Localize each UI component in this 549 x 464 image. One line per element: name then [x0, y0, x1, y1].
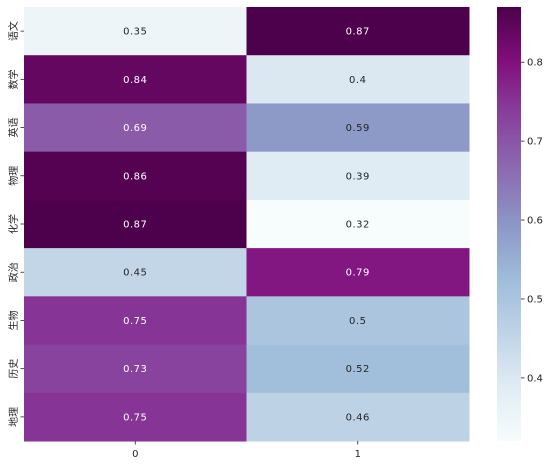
cell-value-label: 0.52 [346, 364, 370, 375]
cell-value-label: 0.5 [349, 316, 366, 327]
colorbar-tick-label: 0.6 [527, 216, 543, 227]
cell-value-label: 0.79 [346, 268, 370, 279]
y-tick-label: 物理 [7, 166, 20, 186]
cell-value-label: 0.75 [123, 316, 147, 327]
colorbar-tick-label: 0.7 [527, 137, 543, 148]
heatmap-cell [24, 199, 247, 249]
heatmap-cell [246, 392, 470, 442]
heatmap-cell [24, 151, 247, 201]
heatmap-cell [24, 344, 247, 394]
heatmap-cell [246, 151, 470, 201]
heatmap-cell [246, 296, 470, 346]
x-tick-label: 1 [355, 449, 361, 460]
x-tick-label: 0 [132, 449, 138, 460]
heatmap-cell [24, 103, 247, 153]
cell-value-label: 0.84 [123, 75, 147, 86]
heatmap-cell [246, 344, 470, 394]
heatmap-cell [246, 55, 470, 104]
cell-value-label: 0.87 [346, 27, 370, 38]
cell-value-label: 0.73 [123, 364, 147, 375]
heatmap-cell [24, 248, 247, 297]
y-tick-label: 语文 [7, 21, 20, 41]
y-tick-label: 政治 [7, 262, 20, 282]
y-tick-label: 历史 [8, 359, 20, 379]
cell-value-label: 0.59 [346, 123, 370, 134]
heatmap-cells: 0.35 0.87 0.84 0.4 0.69 0.59 0.86 0.39 0.87 0.32 0… [24, 7, 470, 442]
colorbar-tick-label: 0.5 [527, 294, 543, 305]
cell-value-label: 0.46 [346, 412, 370, 423]
colorbar-tick-label: 0.8 [527, 58, 543, 69]
heatmap-cell [24, 55, 247, 104]
heatmap-cell [24, 7, 247, 56]
cell-value-label: 0.39 [346, 171, 370, 182]
cell-value-label: 0.87 [123, 220, 147, 231]
heatmap-cell [24, 392, 247, 442]
cell-value-label: 0.69 [123, 123, 147, 134]
colorbar [497, 7, 521, 441]
cell-value-label: 0.86 [123, 171, 147, 182]
cell-value-label: 0.35 [123, 27, 147, 38]
y-tick-label: 英语 [7, 118, 20, 138]
heatmap-cell [246, 199, 470, 249]
heatmap-cell [24, 296, 247, 346]
cell-value-label: 0.32 [346, 220, 370, 231]
heatmap-cell [246, 7, 470, 56]
y-tick-label: 生物 [7, 310, 20, 330]
y-tick-label: 地理 [7, 407, 20, 427]
heatmap-cell [246, 103, 470, 153]
colorbar-ticks: 0.4 0.5 0.6 0.7 0.8 [521, 58, 543, 384]
cell-value-label: 0.45 [123, 268, 147, 279]
y-tick-label: 数学 [7, 69, 20, 89]
heatmap-cell [246, 248, 470, 297]
cell-value-label: 0.75 [123, 412, 147, 423]
cell-value-label: 0.4 [349, 75, 366, 86]
colorbar-tick-label: 0.4 [527, 373, 543, 384]
y-tick-label: 化学 [7, 214, 20, 234]
